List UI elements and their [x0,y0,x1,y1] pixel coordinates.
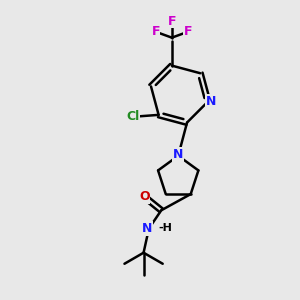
Text: F: F [184,25,192,38]
Text: Cl: Cl [126,110,140,123]
Text: O: O [139,190,150,203]
Text: N: N [206,95,217,108]
Text: N: N [173,148,183,161]
Text: N: N [142,222,153,235]
Text: F: F [152,25,160,38]
Text: F: F [168,15,176,28]
Text: -H: -H [158,223,172,233]
